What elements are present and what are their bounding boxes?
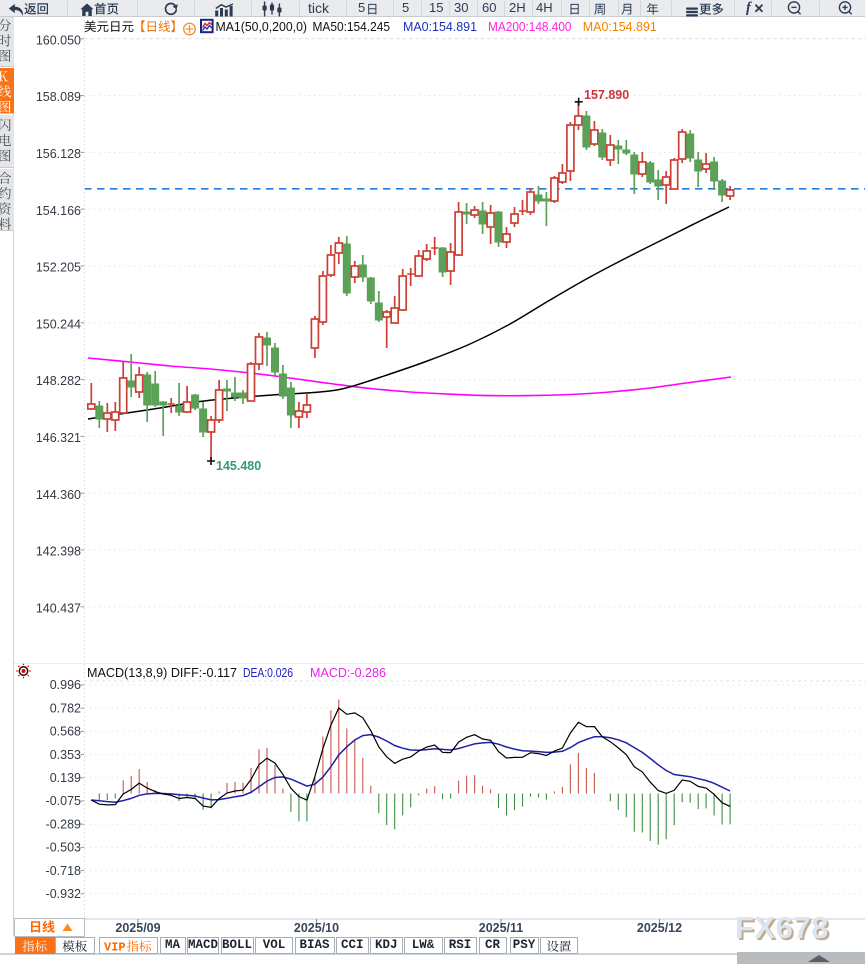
svg-text:2025/12: 2025/12 [637,921,682,935]
svg-text:-0.289: -0.289 [46,817,81,831]
svg-text:152.205: 152.205 [36,261,81,275]
svg-text:156.128: 156.128 [36,147,81,161]
svg-text:150.244: 150.244 [36,317,81,331]
svg-text:MA0:154.891: MA0:154.891 [403,20,477,34]
svg-text:2025/09: 2025/09 [115,921,160,935]
svg-text:DEA:0.026: DEA:0.026 [243,666,293,680]
svg-text:160.050: 160.050 [36,33,81,47]
svg-text:MACD:-0.286: MACD:-0.286 [310,666,386,680]
svg-text:0.996: 0.996 [50,678,81,692]
svg-text:MA50:154.245: MA50:154.245 [313,20,391,34]
svg-text:2025/10: 2025/10 [294,921,339,935]
svg-text:142.398: 142.398 [36,545,81,559]
svg-text:0.568: 0.568 [50,725,81,739]
svg-text:0.353: 0.353 [50,748,81,762]
svg-text:-0.503: -0.503 [46,841,81,855]
svg-text:158.089: 158.089 [36,90,81,104]
svg-text:-0.075: -0.075 [46,794,81,808]
svg-text:-0.932: -0.932 [46,887,81,901]
svg-text:MACD(13,8,9) DIFF:-0.117: MACD(13,8,9) DIFF:-0.117 [87,666,237,680]
svg-text:157.890: 157.890 [584,88,629,102]
svg-text:140.437: 140.437 [36,601,81,615]
svg-text:148.282: 148.282 [36,374,81,388]
svg-text:146.321: 146.321 [36,431,81,445]
svg-text:144.360: 144.360 [36,488,81,502]
svg-text:154.166: 154.166 [36,204,81,218]
svg-text:MA0:154.891: MA0:154.891 [583,20,657,34]
svg-text:MA1(50,0,200,0): MA1(50,0,200,0) [216,20,308,34]
svg-text:2025/11: 2025/11 [479,921,524,935]
svg-text:-0.718: -0.718 [46,864,81,878]
svg-text:MA200:148.400: MA200:148.400 [488,20,572,34]
svg-text:0.139: 0.139 [50,771,81,785]
svg-text:0.782: 0.782 [50,701,81,715]
svg-text:145.480: 145.480 [216,459,261,473]
